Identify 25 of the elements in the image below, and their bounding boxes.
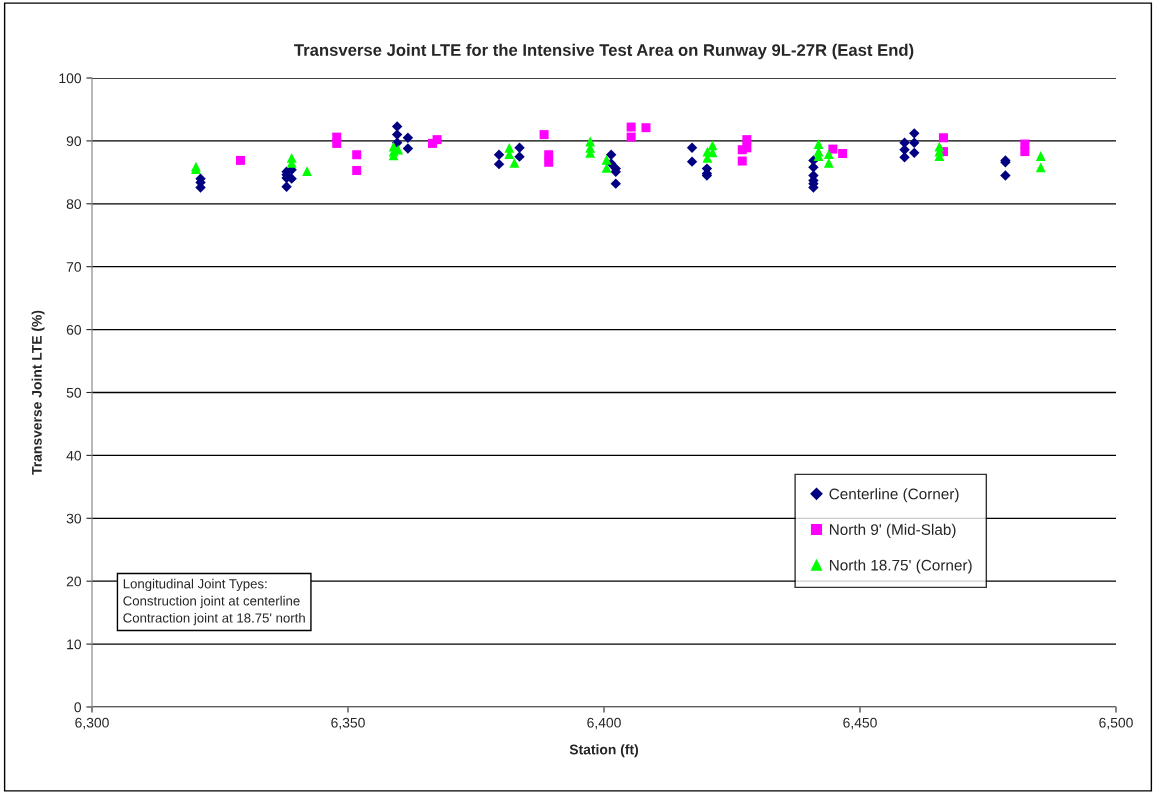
y-tick-label: 40 [66, 450, 82, 461]
y-tick-label: 70 [66, 262, 82, 272]
y-tick-label: 20 [66, 576, 82, 587]
x-tick-label: 6,400 [587, 717, 621, 730]
y-tick-label: 50 [66, 387, 82, 398]
annotation: Construction joint at centerline [123, 595, 300, 609]
legend-label: Centerline (Corner) [829, 488, 959, 503]
legend-label: North 9' (Mid-Slab) [829, 523, 956, 538]
y-tick-label: 0 [74, 702, 82, 713]
y-tick-label: 90 [66, 136, 82, 147]
y-tick-label: 30 [66, 513, 82, 524]
chart-title: Transverse Joint LTE for the Intensive Test Area on Runway 9L-27R (East End) [294, 43, 914, 60]
x-axis-title: Station (ft) [569, 744, 639, 758]
annotation: Longitudinal Joint Types: [123, 578, 267, 592]
y-tick-label: 100 [59, 73, 82, 84]
y-axis-title: Transverse Joint LTE (%) [31, 310, 45, 475]
y-tick-label: 10 [67, 639, 82, 650]
x-tick-label: 6,450 [843, 717, 877, 730]
legend-label: North 18.75' (Corner) [829, 559, 972, 574]
x-tick-label: 6,350 [331, 717, 365, 730]
annotation: Contraction joint at 18.75' north [123, 612, 305, 626]
x-tick-label: 6,500 [1099, 717, 1133, 730]
y-tick-label: 60 [66, 324, 82, 335]
y-tick-label: 80 [66, 199, 82, 209]
x-tick-label: 6,300 [75, 717, 109, 730]
